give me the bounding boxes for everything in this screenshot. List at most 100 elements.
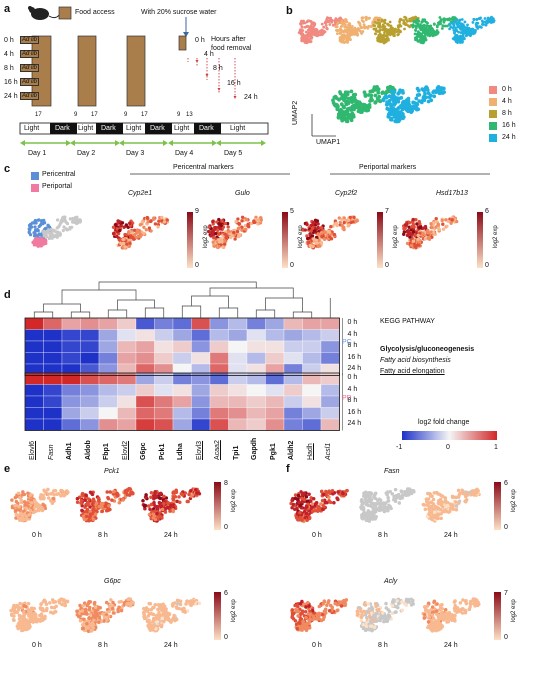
umap-acly-1: [355, 597, 415, 633]
dark-label-3: Dark: [101, 125, 116, 132]
heatmap-cell: [24, 317, 44, 330]
colorbar-fasn: [494, 482, 501, 530]
gene-label-adh1: Adh1: [66, 442, 73, 461]
heatmap-cell: [265, 317, 285, 330]
heatmap-cell: [61, 340, 81, 353]
colorbar-label-pck1: log2 exp: [231, 489, 237, 512]
heatmap-cell: [228, 317, 248, 330]
heatmap-cell: [228, 407, 248, 420]
heatmap-cell: [117, 407, 137, 420]
dark-label-7: Dark: [199, 125, 214, 132]
umap-cyp2e1: [111, 215, 170, 250]
heatmap-cell: [80, 407, 100, 420]
kegg-title: KEGG PATHWAY: [380, 318, 435, 325]
gene-title-gulo: Gulo: [235, 190, 250, 197]
gene-label-tpi1: Tpi1: [232, 445, 240, 460]
heatmap-cell: [246, 340, 266, 353]
colorbar-max-3: 6: [485, 208, 489, 215]
heatmap-cell: [283, 329, 303, 342]
umap-fasn-2: [421, 487, 481, 523]
heatmap-cell: [302, 407, 322, 420]
heatmap-row-label: 4 h: [347, 385, 358, 393]
fold-change-tick-1: 0: [446, 444, 450, 451]
heatmap-cell: [209, 329, 229, 342]
row-label-3: 16 h: [4, 79, 18, 86]
fold-change-label: log2 fold change: [418, 419, 470, 426]
tick-label-2: 17: [91, 112, 98, 118]
panel-ef-umaps: [9, 482, 501, 640]
food-removal-label: food removal: [211, 45, 252, 52]
gene-label-fasn: Fasn: [47, 444, 55, 460]
heatmap-cell: [172, 329, 192, 342]
umap-top-3: [411, 16, 459, 45]
umap-pck1-2: [141, 487, 202, 523]
umap-bottom-4: [381, 85, 446, 124]
gene-label-ldha: Ldha: [177, 443, 184, 460]
umap-pck1-0: [10, 487, 70, 523]
periportal-markers-title: Periportal markers: [359, 164, 417, 171]
gene-label-aldh2: Aldh2: [288, 440, 295, 460]
gene-label-g6pc: G6pc: [140, 442, 147, 460]
legend-swatch-0: [489, 86, 497, 94]
heatmap-cell: [246, 418, 266, 431]
heatmap-cell: [135, 372, 155, 385]
heatmap-cell: [320, 384, 340, 397]
pck1-time-1: 8 h: [98, 532, 108, 539]
g6pc-time-0: 0 h: [32, 642, 42, 649]
tick-label-1: 9: [74, 112, 78, 118]
dark-label-5: Dark: [150, 125, 165, 132]
row-label-2: 8 h: [4, 65, 14, 72]
pathway-fa-biosynthesis: Fatty acid biosynthesis: [380, 357, 451, 364]
gene-label-pgk1: Pgk1: [269, 443, 277, 460]
panel-c-umaps: [27, 172, 490, 268]
heatmap-cell: [320, 340, 340, 353]
heatmap-cell: [154, 372, 174, 385]
heatmap-cell: [320, 395, 340, 408]
tick-label-5: 9: [177, 112, 181, 118]
colorbar-min-pck1: 0: [224, 524, 228, 531]
umap-bottom-3: [331, 84, 397, 124]
heatmap-cell: [154, 340, 174, 353]
g6pc-time-1: 8 h: [98, 642, 108, 649]
light-label-4: Light: [126, 125, 142, 132]
heatmap-cell: [61, 317, 81, 330]
heatmap-cell: [24, 352, 44, 365]
heatmap-cell: [209, 395, 229, 408]
heatmap-cell: [172, 372, 192, 385]
heatmap-row-label: 24 h: [347, 420, 362, 427]
heatmap-cell: [302, 395, 322, 408]
heatmap-row-label: 8 h: [347, 397, 358, 404]
heatmap-cell: [98, 418, 118, 431]
tick-label-6: 13: [186, 112, 193, 118]
heatmap-cell: [43, 352, 63, 365]
colorbar-max-0: 9: [195, 208, 199, 215]
heatmap-row-label: 16 h: [347, 408, 362, 416]
heatmap-cell: [265, 418, 285, 431]
acly-time-2: 24 h: [444, 642, 458, 649]
heatmap-cell: [209, 317, 229, 330]
heatmap-cell: [172, 418, 192, 431]
light-label-6: Light: [174, 125, 190, 132]
heatmap-cell: [43, 395, 63, 408]
mouse-icon: [28, 6, 61, 20]
umap-gulo: [206, 215, 263, 250]
heatmap-cell: [172, 340, 192, 353]
heatmap-cell: [43, 372, 63, 385]
heatmap-cell: [117, 317, 137, 330]
fasn-time-2: 24 h: [444, 532, 458, 539]
pathway-fa-elongation: Fatty acid elongation: [380, 368, 445, 375]
panel-d-heatmap: [24, 281, 497, 440]
heatmap-row-label: 4 h: [347, 330, 358, 338]
heatmap-cell: [283, 395, 303, 408]
heatmap-cell: [302, 418, 322, 431]
heatmap-cell: [80, 418, 100, 431]
gene-label-hadh: Hadh: [306, 443, 314, 460]
ad-lib-label-2: Ad lib: [20, 64, 40, 72]
food-access-swatch: [58, 6, 72, 20]
light-label-0: Light: [24, 125, 40, 132]
heatmap-cell: [302, 372, 322, 385]
fast-label-0: 0 h: [195, 37, 205, 44]
ad-lib-label-0: Ad lib: [20, 36, 40, 44]
colorbar-max-acly: 7: [504, 590, 508, 597]
heatmap-block-border-1: [24, 372, 340, 431]
